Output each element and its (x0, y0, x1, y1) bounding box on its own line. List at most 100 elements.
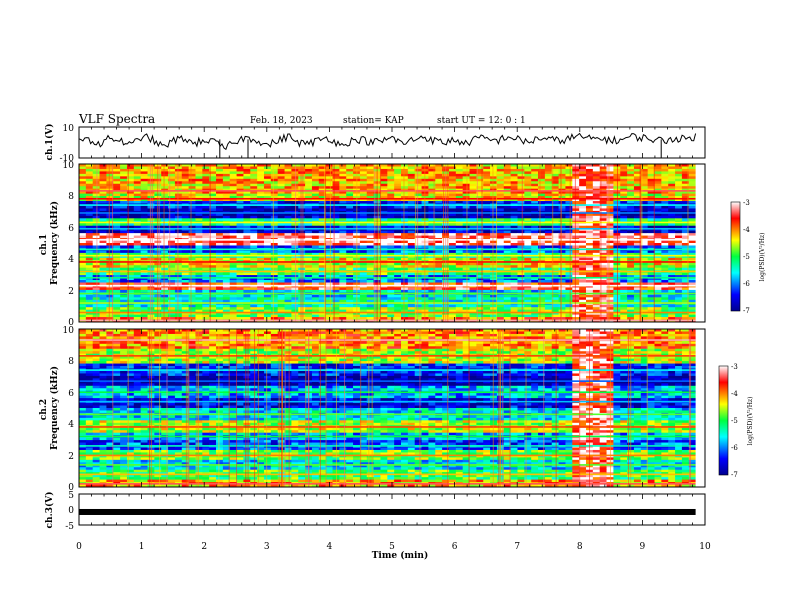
spectrogram-cell (195, 272, 203, 276)
spectrogram-cell (517, 225, 525, 229)
spectrogram-cell (544, 257, 553, 261)
spectrogram-cell (202, 181, 210, 185)
spectrogram-cell (380, 255, 388, 259)
spectrogram-cell (195, 245, 203, 249)
spectrogram-cell (195, 257, 203, 261)
spectrogram-cell (120, 198, 128, 202)
spectrogram-cell (79, 225, 87, 229)
spectrogram-cell (606, 267, 614, 271)
spectrogram-cell (572, 176, 580, 180)
spectrogram-cell (359, 164, 368, 167)
spectrogram-cell (222, 213, 231, 217)
spectrogram-cell (681, 265, 690, 269)
spectrogram-cell (661, 164, 669, 167)
spectrogram-cell (579, 277, 587, 281)
spectrogram-cell (414, 213, 422, 217)
spectrogram-cell (140, 198, 148, 202)
spectrogram-cell (661, 267, 669, 271)
spectrogram-cell (133, 186, 142, 190)
spectrogram-cell (270, 208, 279, 212)
spectrogram-cell (229, 277, 237, 281)
spectrogram-cell (250, 235, 258, 239)
spectrogram-cell (387, 198, 395, 202)
spectrogram-cell (538, 171, 546, 175)
spectrogram-cell (407, 213, 416, 217)
spectrogram-cell (250, 166, 258, 170)
spectrogram-cell (209, 255, 217, 259)
spectrogram-cell (620, 215, 628, 219)
spectrogram-cell (394, 205, 402, 209)
spectrogram-cell (633, 252, 642, 256)
spectrogram-cell (243, 208, 251, 212)
spectrogram-cell (469, 294, 477, 298)
spectrogram-cell (524, 164, 532, 167)
spectrogram-cell (538, 277, 546, 281)
spectrogram-cell (435, 262, 443, 266)
spectrogram-cell (558, 235, 566, 239)
spectrogram-cell (592, 245, 601, 249)
spectrogram-cell (140, 168, 148, 172)
spectrogram-cell (195, 215, 203, 219)
spectrogram-cell (106, 282, 114, 286)
spectrogram-cell (346, 173, 354, 177)
spectrogram-cell (654, 250, 662, 254)
spectrogram-cell (202, 230, 210, 234)
spectrogram-cell (106, 280, 114, 283)
spectrogram-cell (284, 272, 292, 276)
spectrogram-cell (92, 280, 100, 283)
spectrogram-cell (222, 275, 231, 278)
spectrogram-cell (236, 289, 244, 293)
spectrogram-cell (483, 166, 491, 170)
spectrogram-cell (633, 166, 642, 170)
spectrogram-cell (675, 294, 683, 298)
spectrogram-cell (168, 181, 176, 185)
spectrogram-cell (277, 233, 285, 236)
spectrogram-cell (544, 186, 553, 190)
spectrogram-cell (401, 176, 409, 180)
spectrogram-cell (387, 196, 395, 199)
spectrogram-cell (524, 183, 532, 187)
spectrogram-cell (359, 257, 368, 261)
spectrogram-cell (346, 252, 354, 256)
spectrogram-cell (476, 282, 484, 286)
spectrogram-cell (496, 178, 505, 182)
spectrogram-cell (216, 252, 224, 256)
spectrogram-cell (394, 218, 402, 222)
spectrogram-cell (380, 262, 388, 266)
spectrogram-cell (387, 277, 395, 281)
spectrogram-cell (572, 178, 580, 182)
spectrogram-cell (627, 287, 635, 291)
spectrogram-cell (318, 275, 327, 278)
spectrogram-cell (455, 173, 464, 177)
spectrogram-cell (524, 272, 532, 276)
spectrogram-cell (195, 171, 203, 175)
spectrogram-cell (510, 193, 518, 197)
spectrogram-cell (435, 213, 443, 217)
spectrogram-cell (168, 257, 176, 261)
spectrogram-cell (291, 186, 299, 190)
spectrogram-cell (236, 280, 244, 283)
spectrogram-cell (579, 282, 587, 286)
spectrogram-cell (538, 186, 546, 190)
spectrogram-cell (222, 228, 231, 232)
spectrogram-cell (448, 277, 457, 281)
spectrogram-cell (661, 168, 669, 172)
spectrogram-cell (318, 267, 327, 271)
spectrogram-cell (503, 183, 512, 187)
spectrogram-cell (462, 213, 470, 217)
spectrogram-cell (592, 215, 601, 219)
spectrogram-cell (394, 272, 402, 276)
spectrogram-cell (92, 208, 100, 212)
spectrogram-cell (401, 287, 409, 291)
spectrogram-cell (524, 267, 532, 271)
spectrogram-cell (462, 277, 470, 281)
spectrogram-cell (558, 243, 566, 246)
spectrogram-cell (531, 164, 539, 167)
spectrogram-cell (675, 265, 683, 269)
spectrogram-cell (126, 257, 135, 261)
spectrogram-cell (394, 168, 402, 172)
spectrogram-cell (168, 223, 176, 227)
spectrogram-cell (85, 164, 94, 167)
spectrogram-cell (531, 235, 539, 239)
spectrogram-cell (270, 168, 279, 172)
